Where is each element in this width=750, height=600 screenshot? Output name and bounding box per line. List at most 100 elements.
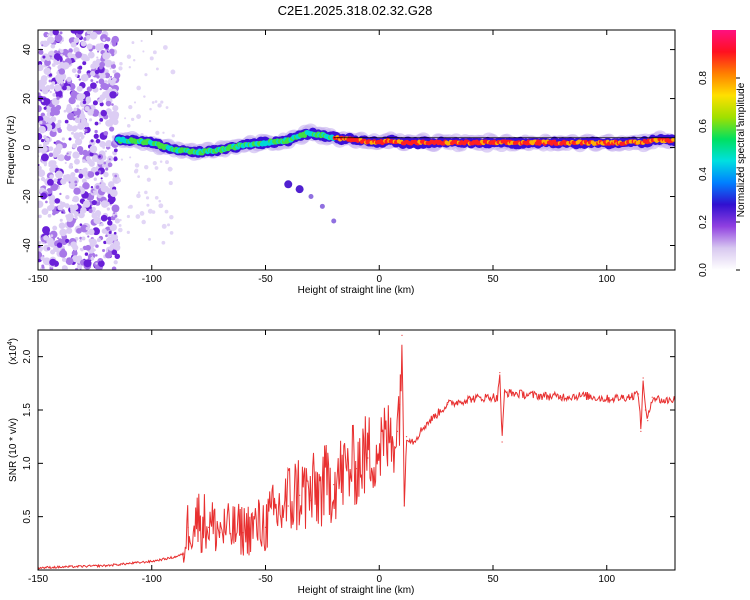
spectrogram-noise-mark	[84, 252, 89, 256]
spectrogram-noise-mark	[99, 140, 106, 148]
spectrogram-noise-mark	[46, 237, 54, 245]
spectrogram-noise-mark	[38, 120, 43, 125]
spectrogram-satellite-mark	[284, 180, 293, 189]
spectrogram-noise-mark	[112, 105, 119, 112]
spectrogram-noise-mark	[78, 65, 83, 70]
spectrogram-noise-mark	[107, 216, 112, 221]
snr-xlabel: Height of straight line (km)	[298, 585, 415, 596]
spectrogram-noise-mark	[109, 79, 116, 86]
spectrogram-noise-mark	[95, 254, 98, 257]
spectrogram-noise-mark	[59, 49, 64, 53]
spectrogram-noise-mark	[95, 185, 100, 189]
spectrogram-noise-mark	[90, 82, 97, 90]
spectrogram-noise-mark	[86, 158, 93, 165]
spectrogram-noise-mark	[80, 73, 89, 82]
spectrogram-noise-mark	[152, 50, 157, 55]
spectrogram-noise-mark	[69, 204, 74, 209]
spectrogram-noise-mark	[71, 176, 76, 181]
spectrogram-noise-mark	[75, 51, 82, 59]
spectrogram-noise-mark	[71, 250, 78, 257]
spectrogram-noise-mark	[73, 132, 81, 140]
spectrogram-noise-mark	[50, 43, 56, 49]
spectrogram-noise-mark	[126, 123, 131, 128]
spectrogram-noise-mark	[108, 118, 112, 122]
spectrogram-noise-mark	[49, 90, 52, 94]
spectrogram-noise-mark	[46, 33, 50, 37]
spectrogram-noise-mark	[114, 218, 120, 224]
spectrogram-noise-mark	[42, 87, 49, 95]
spectrogram-noise-mark	[40, 256, 45, 261]
snr-point	[642, 377, 644, 379]
spectrogram-noise-mark	[95, 171, 100, 176]
spectrogram-noise-mark	[118, 227, 123, 233]
spectrogram-noise-mark	[108, 230, 112, 235]
spectrogram-noise-mark	[56, 96, 60, 100]
spectrogram-noise-mark	[78, 78, 82, 81]
spectrogram-noise-mark	[66, 124, 74, 132]
spectrogram-noise-mark	[135, 214, 141, 219]
spectrogram-noise-mark	[74, 138, 83, 146]
spectrogram-noise-mark	[160, 100, 164, 104]
spectrogram-noise-mark	[114, 214, 118, 218]
snr-point	[390, 441, 392, 443]
spectrogram-xtick-label: 50	[487, 274, 499, 285]
spectrogram-noise-mark	[41, 145, 48, 153]
snr-point	[501, 441, 503, 443]
spectrogram-noise-mark	[64, 203, 70, 209]
spectrogram-noise-mark	[58, 48, 61, 51]
spectrogram-xtick-label: 0	[376, 274, 382, 285]
spectrogram-noise-mark	[112, 69, 117, 74]
spectrogram-noise-mark	[80, 42, 83, 45]
spectrogram-noise-mark	[92, 190, 96, 193]
spectrogram-xtick-label: 100	[598, 274, 615, 285]
spectrogram-noise-mark	[38, 165, 42, 171]
spectrogram-noise-mark	[96, 238, 101, 243]
spectrogram-noise-mark	[59, 41, 62, 44]
chart-title: C2E1.2025.318.02.32.G28	[278, 3, 433, 18]
spectrogram-noise-mark	[58, 222, 66, 229]
spectrogram-ytick-label: 20	[22, 93, 33, 105]
spectrogram-noise-mark	[64, 161, 67, 165]
spectrogram-noise-mark	[70, 41, 77, 48]
spectrogram-noise-mark	[38, 169, 46, 177]
spectrogram-noise-mark	[144, 190, 148, 195]
spectrogram-noise-mark	[98, 122, 102, 125]
spectrogram-noise-mark	[100, 73, 106, 79]
spectrogram-noise-mark	[169, 231, 174, 235]
spectrogram-noise-mark	[143, 95, 146, 98]
snr-point	[537, 395, 540, 397]
snr-xtick-label: -50	[258, 574, 273, 585]
snr-point	[403, 505, 405, 507]
spectrogram-noise-mark	[94, 121, 99, 126]
spectrogram-noise-mark	[45, 41, 50, 46]
spectrogram-noise-mark	[79, 223, 83, 227]
spectrogram-noise-mark	[97, 50, 100, 53]
spectrogram-noise-mark	[59, 228, 67, 237]
spectrogram-noise-mark	[98, 78, 105, 85]
spectrogram-noise-mark	[88, 228, 95, 236]
spectrogram-noise-mark	[49, 174, 54, 179]
spectrogram-noise-mark	[54, 34, 63, 42]
spectrogram-noise-mark	[81, 178, 87, 184]
spectrogram-noise-mark	[71, 68, 77, 74]
snr-point	[435, 414, 437, 416]
spectrogram-noise-mark	[73, 187, 81, 195]
snr-xtick-label: 100	[598, 574, 615, 585]
spectrogram-noise-mark	[112, 118, 119, 126]
spectrogram-noise-mark	[88, 208, 93, 213]
spectrogram-noise-mark	[112, 42, 117, 47]
spectrogram-noise-mark	[74, 214, 78, 218]
spectrogram-noise-mark	[48, 79, 52, 83]
spectrogram-noise-mark	[161, 223, 167, 229]
spectrogram-noise-mark	[113, 240, 121, 248]
snr-point	[242, 532, 244, 534]
spectrogram-noise-mark	[62, 85, 67, 91]
snr-ytick-label: 0.5	[22, 509, 33, 523]
spectrogram-noise-mark	[43, 135, 47, 139]
snr-series-line	[38, 344, 675, 570]
spectrogram-noise-mark	[53, 178, 58, 183]
spectrogram-noise-mark	[44, 59, 51, 67]
spectrogram-noise-mark	[154, 100, 158, 103]
snr-ytick-label: 1.5	[22, 403, 33, 417]
spectrogram-noise-mark	[96, 56, 99, 59]
